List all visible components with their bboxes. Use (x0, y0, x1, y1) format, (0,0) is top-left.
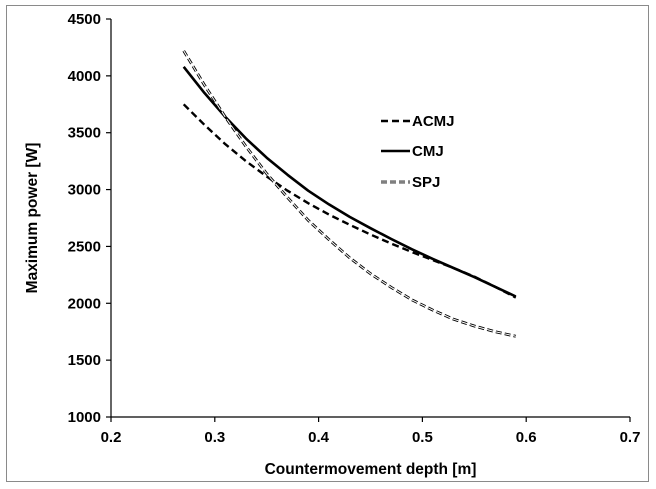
y-axis-tick-labels: 1000 1500 2000 2500 3000 3500 4000 4500 (68, 11, 101, 426)
x-tick-label: 0.7 (620, 429, 641, 446)
series-line-spj (182, 50, 517, 338)
series-acmj (182, 103, 517, 299)
y-tick-label: 1500 (68, 352, 101, 369)
x-tick-label: 0.6 (516, 429, 537, 446)
x-tick-label: 0.5 (412, 429, 433, 446)
legend: ACMJ CMJ SPJ (381, 113, 455, 191)
series-line-cmj (182, 65, 517, 298)
series-layer (182, 50, 517, 338)
y-axis-title: Maximum power [W] (24, 143, 41, 294)
legend-item-cmj: CMJ (381, 143, 444, 160)
chart-frame (6, 5, 649, 482)
series-line-spj (183, 50, 516, 337)
y-tick-label: 3000 (68, 182, 101, 199)
legend-label: SPJ (412, 174, 440, 191)
series-spj (182, 50, 517, 338)
series-line-acmj (182, 103, 517, 299)
series-cmj (182, 65, 517, 298)
x-tick-label: 0.4 (308, 429, 330, 446)
x-axis-title: Countermovement depth [m] (265, 461, 477, 478)
y-tick-label: 2500 (68, 238, 101, 255)
x-axis-tick-labels: 0.2 0.3 0.4 0.5 0.6 0.7 (101, 429, 641, 446)
x-tick-label: 0.2 (101, 429, 122, 446)
y-tick-label: 1000 (68, 409, 101, 426)
legend-label: CMJ (412, 143, 444, 160)
y-tick-label: 4500 (68, 11, 101, 28)
axis-tick-marks (106, 18, 631, 422)
legend-item-spj: SPJ (381, 174, 440, 191)
y-tick-label: 3500 (68, 125, 101, 142)
y-tick-label: 2000 (68, 295, 101, 312)
y-tick-label: 4000 (68, 68, 101, 85)
legend-label: ACMJ (412, 113, 455, 130)
legend-item-acmj: ACMJ (381, 113, 455, 130)
x-tick-label: 0.3 (204, 429, 225, 446)
